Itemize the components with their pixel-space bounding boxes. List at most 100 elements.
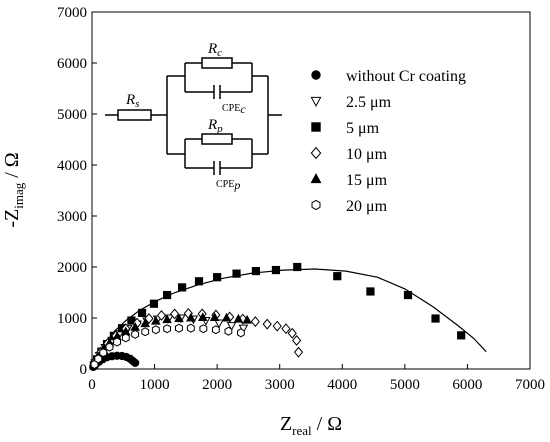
equivalent-circuit-inset (105, 57, 282, 175)
x-axis-label: Zreal / Ω (280, 413, 342, 438)
data-point (212, 325, 220, 335)
data-point (431, 314, 440, 323)
data-point (140, 318, 150, 328)
data-point (237, 328, 245, 338)
data-point (242, 314, 252, 324)
data-point (141, 327, 150, 337)
data-point (287, 327, 297, 339)
x-tick-label: 4000 (327, 377, 357, 393)
data-point (232, 269, 241, 278)
data-point (137, 308, 147, 317)
data-point (214, 319, 224, 329)
data-point (262, 318, 272, 330)
label-rs: Rs (125, 92, 139, 110)
legend-label: 10 μm (346, 146, 388, 163)
equivalent-circuit-labels: Rs Rc Rp CPEc CPEp (125, 41, 246, 192)
resistor-rc (201, 57, 233, 69)
data-point (403, 290, 413, 300)
series-5 (90, 323, 245, 369)
data-point (99, 348, 108, 358)
data-point (121, 333, 130, 343)
label-rp: Rp (207, 117, 223, 135)
data-point (169, 308, 180, 320)
legend-label: 20 μm (346, 198, 388, 215)
data-point (105, 342, 114, 352)
data-point (226, 322, 237, 331)
label-cpec: CPEc (222, 102, 246, 116)
data-point (178, 283, 187, 292)
legend-marker (311, 70, 321, 80)
data-point (224, 326, 233, 336)
x-tick-label: 7000 (515, 377, 545, 393)
data-point (213, 273, 222, 282)
data-point (209, 312, 220, 322)
legend: without Cr coating 2.5 μm 5 μm 10 μm 15 μm 20… (310, 68, 466, 215)
y-tick-label: 5000 (57, 107, 87, 123)
y-tick-label: 6000 (57, 56, 87, 72)
data-point (151, 325, 160, 335)
legend-marker (310, 173, 322, 184)
resistor-rp (201, 133, 233, 145)
x-tick-label: 1000 (140, 377, 170, 393)
data-point (162, 290, 172, 300)
data-point (113, 337, 121, 347)
data-point (144, 313, 154, 324)
data-point (271, 265, 281, 275)
legend-label: 15 μm (346, 172, 388, 189)
data-point (281, 323, 291, 335)
data-point (156, 309, 167, 321)
data-point (293, 262, 302, 272)
data-point (131, 329, 140, 339)
x-tick-label: 0 (88, 377, 96, 393)
y-tick-label: 0 (80, 362, 88, 378)
data-point (151, 315, 161, 325)
x-tick-label: 6000 (452, 377, 482, 393)
legend-marker (310, 146, 322, 160)
x-tick-label: 3000 (265, 377, 295, 393)
data-point (175, 323, 183, 333)
data-point (233, 313, 244, 323)
data-point (174, 313, 184, 323)
y-axis-ticks: 0 1000 2000 3000 4000 5000 6000 7000 (57, 5, 97, 378)
data-point (194, 277, 204, 286)
data-points-group (89, 262, 466, 372)
data-point (163, 324, 171, 334)
legend-marker (310, 96, 322, 107)
data-point (250, 316, 260, 328)
data-point (366, 287, 375, 296)
plot-frame (91, 11, 531, 370)
y-tick-label: 1000 (57, 311, 87, 327)
label-rc: Rc (207, 41, 222, 59)
y-tick-label: 7000 (57, 5, 87, 21)
x-tick-label: 5000 (390, 377, 420, 393)
data-point (251, 266, 261, 276)
legend-marker (311, 122, 321, 132)
data-point (293, 346, 304, 358)
x-tick-label: 2000 (202, 377, 232, 393)
y-tick-label: 4000 (57, 158, 87, 174)
data-point (199, 324, 208, 334)
data-point (162, 314, 172, 324)
legend-label: 2.5 μm (346, 94, 392, 111)
label-cpep: CPEp (216, 178, 240, 192)
data-point (94, 354, 103, 364)
y-axis-label: -Zimag / Ω (1, 152, 26, 227)
legend-marker (311, 199, 321, 211)
data-point (186, 323, 195, 333)
data-point (291, 334, 302, 346)
data-point (333, 272, 342, 281)
data-point (272, 320, 282, 332)
legend-label: 5 μm (346, 120, 380, 137)
data-point (221, 312, 232, 322)
data-point (186, 312, 196, 322)
y-tick-label: 3000 (57, 209, 87, 225)
x-axis-ticks: 0 1000 2000 3000 4000 5000 6000 7000 (88, 364, 545, 393)
legend-label: without Cr coating (346, 68, 466, 85)
resistor-rs (117, 109, 152, 121)
data-point (149, 299, 159, 308)
data-point (197, 312, 208, 322)
data-point (131, 358, 140, 367)
data-point (457, 331, 466, 340)
y-tick-label: 2000 (57, 260, 87, 276)
